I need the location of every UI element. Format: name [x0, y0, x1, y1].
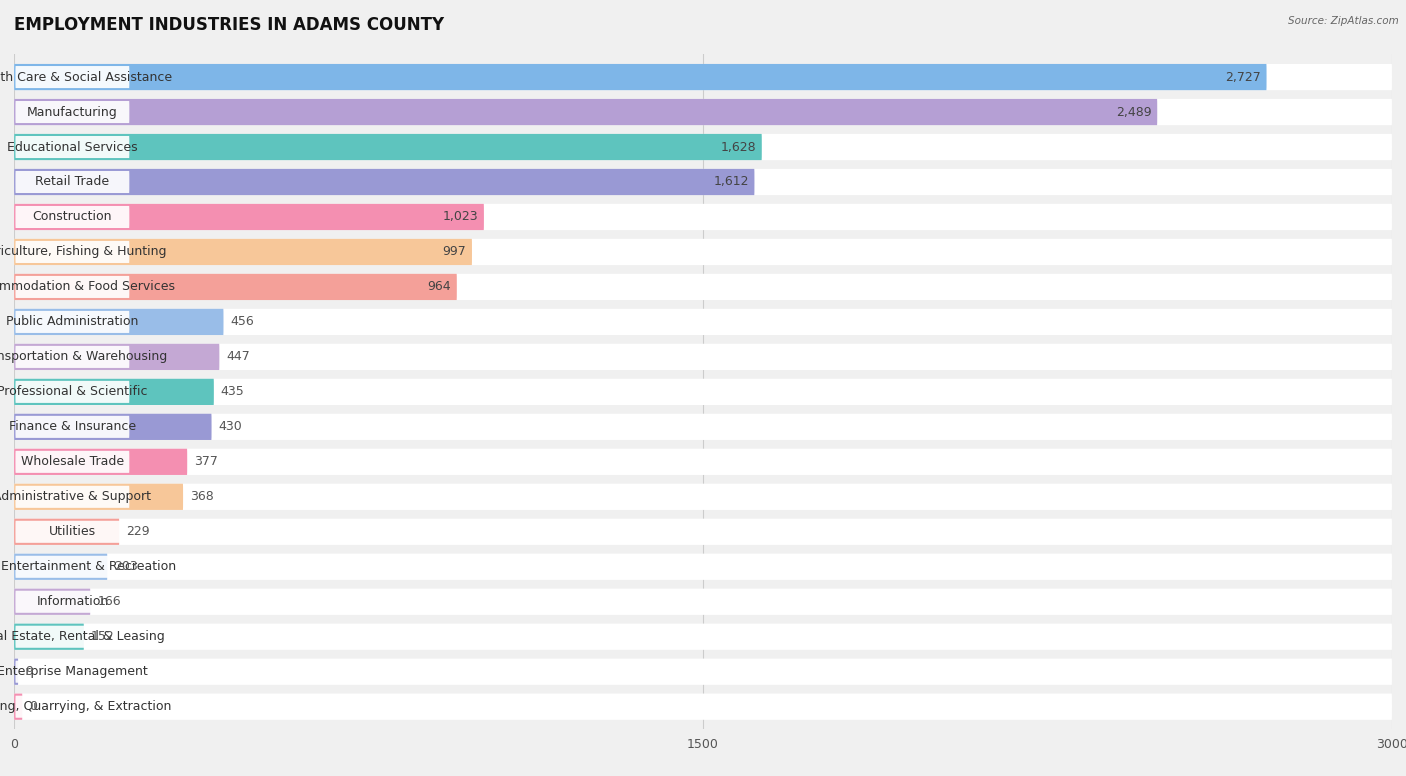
Text: 229: 229 — [127, 525, 150, 539]
FancyBboxPatch shape — [15, 311, 129, 333]
FancyBboxPatch shape — [15, 276, 129, 298]
FancyBboxPatch shape — [14, 659, 1392, 685]
FancyBboxPatch shape — [14, 239, 1392, 265]
FancyBboxPatch shape — [14, 344, 1392, 370]
Text: 430: 430 — [218, 421, 242, 433]
FancyBboxPatch shape — [14, 204, 484, 230]
Text: Mining, Quarrying, & Extraction: Mining, Quarrying, & Extraction — [0, 700, 172, 713]
Text: 2,489: 2,489 — [1116, 106, 1152, 119]
Text: 368: 368 — [190, 490, 214, 504]
FancyBboxPatch shape — [14, 344, 219, 370]
FancyBboxPatch shape — [14, 64, 1392, 90]
Text: 377: 377 — [194, 456, 218, 469]
Text: Enterprise Management: Enterprise Management — [0, 665, 148, 678]
Text: Accommodation & Food Services: Accommodation & Food Services — [0, 280, 176, 293]
FancyBboxPatch shape — [15, 416, 129, 438]
FancyBboxPatch shape — [15, 451, 129, 473]
FancyBboxPatch shape — [14, 589, 90, 615]
FancyBboxPatch shape — [14, 379, 1392, 405]
Text: 1,628: 1,628 — [721, 140, 756, 154]
FancyBboxPatch shape — [15, 556, 129, 578]
FancyBboxPatch shape — [14, 659, 18, 685]
FancyBboxPatch shape — [14, 309, 224, 335]
FancyBboxPatch shape — [14, 239, 472, 265]
FancyBboxPatch shape — [14, 589, 1392, 615]
FancyBboxPatch shape — [14, 274, 1392, 300]
FancyBboxPatch shape — [14, 483, 183, 510]
Text: 435: 435 — [221, 386, 245, 398]
FancyBboxPatch shape — [15, 660, 129, 683]
Text: Real Estate, Rental & Leasing: Real Estate, Rental & Leasing — [0, 630, 165, 643]
FancyBboxPatch shape — [14, 624, 84, 650]
FancyBboxPatch shape — [15, 136, 129, 158]
FancyBboxPatch shape — [15, 521, 129, 543]
Text: 1,023: 1,023 — [443, 210, 478, 223]
Text: Transportation & Warehousing: Transportation & Warehousing — [0, 351, 167, 363]
Text: Arts, Entertainment & Recreation: Arts, Entertainment & Recreation — [0, 560, 176, 573]
FancyBboxPatch shape — [14, 169, 755, 195]
Text: Administrative & Support: Administrative & Support — [0, 490, 152, 504]
Text: 2,727: 2,727 — [1225, 71, 1261, 84]
FancyBboxPatch shape — [15, 591, 129, 613]
Text: 152: 152 — [91, 630, 114, 643]
Text: Retail Trade: Retail Trade — [35, 175, 110, 189]
FancyBboxPatch shape — [14, 624, 1392, 650]
Text: Agriculture, Fishing & Hunting: Agriculture, Fishing & Hunting — [0, 245, 166, 258]
FancyBboxPatch shape — [14, 518, 120, 545]
Text: 166: 166 — [97, 595, 121, 608]
Text: Manufacturing: Manufacturing — [27, 106, 118, 119]
FancyBboxPatch shape — [14, 414, 211, 440]
FancyBboxPatch shape — [14, 64, 1267, 90]
Text: Health Care & Social Assistance: Health Care & Social Assistance — [0, 71, 173, 84]
FancyBboxPatch shape — [14, 553, 1392, 580]
FancyBboxPatch shape — [15, 486, 129, 508]
Text: Wholesale Trade: Wholesale Trade — [21, 456, 124, 469]
FancyBboxPatch shape — [14, 99, 1392, 125]
FancyBboxPatch shape — [14, 414, 1392, 440]
Text: EMPLOYMENT INDUSTRIES IN ADAMS COUNTY: EMPLOYMENT INDUSTRIES IN ADAMS COUNTY — [14, 16, 444, 33]
FancyBboxPatch shape — [15, 625, 129, 648]
FancyBboxPatch shape — [14, 134, 762, 160]
Text: 1,612: 1,612 — [713, 175, 749, 189]
Text: Educational Services: Educational Services — [7, 140, 138, 154]
Text: Utilities: Utilities — [49, 525, 96, 539]
Text: 0: 0 — [30, 700, 37, 713]
FancyBboxPatch shape — [15, 695, 129, 718]
FancyBboxPatch shape — [14, 99, 1157, 125]
Text: 456: 456 — [231, 315, 254, 328]
Text: Information: Information — [37, 595, 108, 608]
Text: 203: 203 — [114, 560, 138, 573]
FancyBboxPatch shape — [15, 101, 129, 123]
FancyBboxPatch shape — [15, 381, 129, 403]
FancyBboxPatch shape — [14, 518, 1392, 545]
Text: Construction: Construction — [32, 210, 112, 223]
FancyBboxPatch shape — [14, 274, 457, 300]
Text: Finance & Insurance: Finance & Insurance — [8, 421, 136, 433]
FancyBboxPatch shape — [14, 169, 1392, 195]
FancyBboxPatch shape — [14, 309, 1392, 335]
FancyBboxPatch shape — [14, 449, 1392, 475]
FancyBboxPatch shape — [15, 171, 129, 193]
Text: 447: 447 — [226, 351, 250, 363]
FancyBboxPatch shape — [14, 449, 187, 475]
FancyBboxPatch shape — [15, 346, 129, 368]
Text: Public Administration: Public Administration — [6, 315, 139, 328]
FancyBboxPatch shape — [14, 553, 107, 580]
FancyBboxPatch shape — [15, 66, 129, 88]
FancyBboxPatch shape — [14, 379, 214, 405]
FancyBboxPatch shape — [14, 483, 1392, 510]
Text: 997: 997 — [443, 245, 467, 258]
FancyBboxPatch shape — [14, 694, 1392, 720]
FancyBboxPatch shape — [15, 206, 129, 228]
FancyBboxPatch shape — [14, 694, 22, 720]
Text: Professional & Scientific: Professional & Scientific — [0, 386, 148, 398]
FancyBboxPatch shape — [14, 204, 1392, 230]
Text: 964: 964 — [427, 280, 451, 293]
Text: 9: 9 — [25, 665, 32, 678]
FancyBboxPatch shape — [15, 241, 129, 263]
FancyBboxPatch shape — [14, 134, 1392, 160]
Text: Source: ZipAtlas.com: Source: ZipAtlas.com — [1288, 16, 1399, 26]
